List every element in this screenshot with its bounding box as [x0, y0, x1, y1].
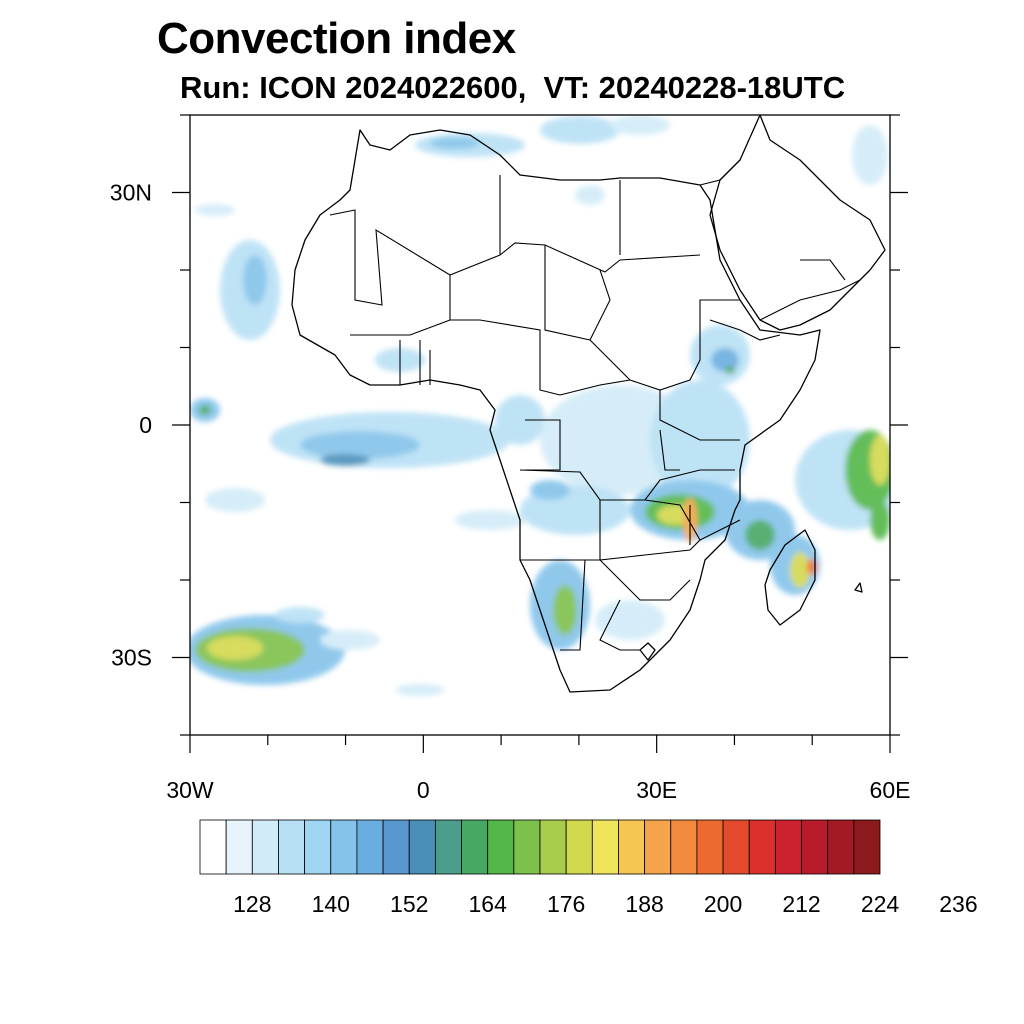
chart-title: Convection index — [157, 14, 516, 63]
colorbar-swatch — [853, 819, 881, 875]
colorbar-labels: 128 140 152 164 176 188 200 212 224 236 — [233, 891, 978, 917]
convection-field — [190, 115, 890, 696]
colorbar-swatch — [539, 819, 567, 875]
lat-tick-label: 30S — [111, 645, 152, 671]
colorbar-swatch — [722, 819, 750, 875]
lon-tick-label: 60E — [870, 777, 911, 803]
lon-tick-label: 30E — [636, 777, 677, 803]
colorbar-label: 224 — [861, 891, 900, 917]
lon-tick-label: 30W — [166, 777, 214, 803]
colorbar-swatch — [513, 819, 541, 875]
colorbar-swatch — [304, 819, 332, 875]
colorbar-swatch — [801, 819, 829, 875]
colorbar-label: 212 — [782, 891, 820, 917]
colorbar-swatch — [670, 819, 698, 875]
colorbar-swatch — [408, 819, 436, 875]
colorbar-swatch — [278, 819, 306, 875]
colorbar-label: 188 — [625, 891, 663, 917]
colorbar-label: 152 — [390, 891, 428, 917]
axis-ticks — [172, 114, 908, 753]
colorbar-swatch — [487, 819, 515, 875]
chart-subtitle: Run: ICON 2024022600, VT: 20240228-18UTC — [180, 70, 846, 105]
country-borders — [329, 159, 861, 651]
colorbar-swatch — [225, 819, 253, 875]
colorbar-label: 164 — [469, 891, 508, 917]
colorbar-swatch — [591, 819, 619, 875]
colorbar-label: 140 — [312, 891, 350, 917]
colorbar-swatch — [251, 819, 279, 875]
lon-tick-label: 0 — [417, 777, 430, 803]
lat-tick-label: 30N — [110, 180, 152, 206]
axis-tick-labels: 30N 0 30S 30W 0 30E 60E — [110, 180, 911, 804]
colorbar-swatch — [199, 819, 227, 875]
colorbar-label: 236 — [939, 891, 977, 917]
colorbar-swatch — [382, 819, 410, 875]
colorbar-swatch — [618, 819, 646, 875]
colorbar-swatch — [774, 819, 802, 875]
colorbar-swatch — [330, 819, 358, 875]
colorbar-swatch — [644, 819, 672, 875]
colorbar-swatch — [565, 819, 593, 875]
colorbar-label: 200 — [704, 891, 742, 917]
colorbar-swatch — [748, 819, 776, 875]
lat-tick-label: 0 — [139, 412, 152, 438]
colorbar — [199, 819, 881, 875]
colorbar-swatch — [827, 819, 855, 875]
colorbar-swatch — [434, 819, 462, 875]
colorbar-swatch — [696, 819, 724, 875]
colorbar-label: 176 — [547, 891, 585, 917]
colorbar-label: 128 — [233, 891, 271, 917]
colorbar-swatch — [356, 819, 384, 875]
coastlines — [291, 115, 886, 693]
colorbar-swatch — [461, 819, 489, 875]
